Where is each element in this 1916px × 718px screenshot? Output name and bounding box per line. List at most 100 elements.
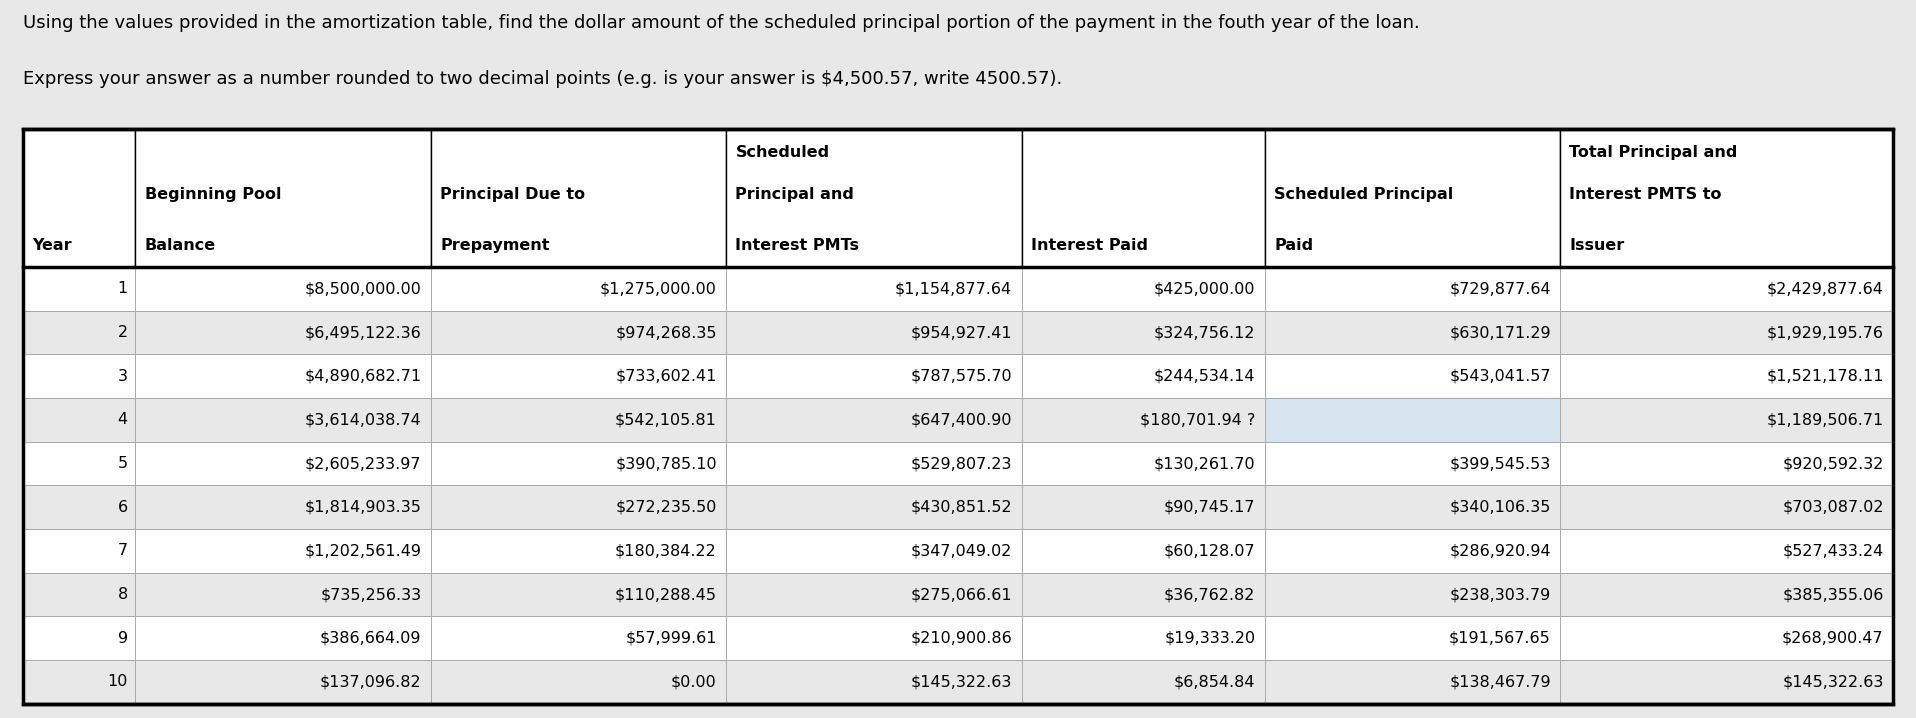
Text: $324,756.12: $324,756.12 [1153, 325, 1255, 340]
Bar [1265, 660, 1560, 704]
Bar [23, 442, 136, 485]
Bar [431, 442, 726, 485]
Text: 3: 3 [117, 369, 128, 383]
Bar [1560, 573, 1893, 616]
Bar [23, 573, 136, 616]
Text: $1,202,561.49: $1,202,561.49 [305, 544, 422, 559]
Bar [136, 398, 431, 442]
Bar [1021, 355, 1265, 398]
Text: $954,927.41: $954,927.41 [910, 325, 1012, 340]
Bar [726, 129, 1021, 267]
Bar [136, 355, 431, 398]
Bar [23, 129, 1893, 267]
Text: $138,467.79: $138,467.79 [1448, 674, 1550, 689]
Bar [136, 573, 431, 616]
Text: $4,890,682.71: $4,890,682.71 [305, 369, 422, 383]
Bar [1560, 442, 1893, 485]
Bar [23, 616, 136, 660]
Text: $425,000.00: $425,000.00 [1153, 281, 1255, 297]
Bar [726, 398, 1021, 442]
Text: $1,521,178.11: $1,521,178.11 [1767, 369, 1883, 383]
Bar [1021, 398, 1265, 442]
Bar [1560, 616, 1893, 660]
Bar [1265, 398, 1560, 442]
Text: $19,333.20: $19,333.20 [1165, 630, 1255, 645]
Text: $244,534.14: $244,534.14 [1153, 369, 1255, 383]
Bar [431, 311, 726, 355]
Text: 10: 10 [107, 674, 128, 689]
Bar [136, 267, 431, 311]
Bar [1560, 355, 1893, 398]
Text: $385,355.06: $385,355.06 [1782, 587, 1883, 602]
Text: $238,303.79: $238,303.79 [1450, 587, 1550, 602]
Text: 7: 7 [117, 544, 128, 559]
Text: $974,268.35: $974,268.35 [615, 325, 717, 340]
Bar [23, 660, 136, 704]
Text: $180,384.22: $180,384.22 [615, 544, 717, 559]
Bar [726, 660, 1021, 704]
Text: $1,154,877.64: $1,154,877.64 [895, 281, 1012, 297]
Text: $3,614,038.74: $3,614,038.74 [305, 412, 422, 427]
Text: Using the values provided in the amortization table, find the dollar amount of t: Using the values provided in the amortiz… [23, 14, 1420, 32]
Text: $703,087.02: $703,087.02 [1782, 500, 1883, 515]
Text: $272,235.50: $272,235.50 [615, 500, 717, 515]
Text: Express your answer as a number rounded to two decimal points (e.g. is your answ: Express your answer as a number rounded … [23, 70, 1061, 88]
Text: $1,814,903.35: $1,814,903.35 [305, 500, 422, 515]
Bar [1021, 442, 1265, 485]
Bar [1021, 311, 1265, 355]
Bar [726, 267, 1021, 311]
Bar [136, 660, 431, 704]
Bar [1021, 129, 1265, 267]
Text: $2,429,877.64: $2,429,877.64 [1767, 281, 1883, 297]
Text: Balance: Balance [144, 238, 217, 253]
Bar [1265, 573, 1560, 616]
Text: Interest PMTS to: Interest PMTS to [1569, 187, 1722, 202]
Text: 6: 6 [117, 500, 128, 515]
Bar [1560, 398, 1893, 442]
Bar [726, 616, 1021, 660]
Bar [431, 660, 726, 704]
Text: $399,545.53: $399,545.53 [1450, 456, 1550, 471]
Text: Prepayment: Prepayment [441, 238, 550, 253]
Text: $145,322.63: $145,322.63 [910, 674, 1012, 689]
Bar [1021, 485, 1265, 529]
Text: $729,877.64: $729,877.64 [1448, 281, 1550, 297]
Text: $210,900.86: $210,900.86 [910, 630, 1012, 645]
Bar [1560, 529, 1893, 573]
Text: Beginning Pool: Beginning Pool [144, 187, 282, 202]
Bar [1021, 267, 1265, 311]
Bar [1265, 129, 1560, 267]
Text: $6,854.84: $6,854.84 [1175, 674, 1255, 689]
Bar [1560, 660, 1893, 704]
Bar [23, 398, 136, 442]
Bar [1265, 355, 1560, 398]
Text: 5: 5 [117, 456, 128, 471]
Text: $110,288.45: $110,288.45 [615, 587, 717, 602]
Bar [726, 485, 1021, 529]
Text: Interest Paid: Interest Paid [1031, 238, 1148, 253]
Bar [431, 398, 726, 442]
Text: Paid: Paid [1274, 238, 1312, 253]
Text: Principal Due to: Principal Due to [441, 187, 584, 202]
Bar [1560, 129, 1893, 267]
Bar [431, 573, 726, 616]
Text: $57,999.61: $57,999.61 [625, 630, 717, 645]
Text: Scheduled Principal: Scheduled Principal [1274, 187, 1452, 202]
Bar [1265, 267, 1560, 311]
Text: $275,066.61: $275,066.61 [910, 587, 1012, 602]
Text: $543,041.57: $543,041.57 [1448, 369, 1550, 383]
Text: 9: 9 [117, 630, 128, 645]
Bar [23, 355, 136, 398]
Text: $340,106.35: $340,106.35 [1448, 500, 1550, 515]
Bar [1021, 573, 1265, 616]
Text: $137,096.82: $137,096.82 [320, 674, 422, 689]
Bar [23, 485, 136, 529]
Bar [136, 616, 431, 660]
Bar [136, 311, 431, 355]
Bar [1021, 616, 1265, 660]
Bar [1265, 529, 1560, 573]
Text: $630,171.29: $630,171.29 [1448, 325, 1550, 340]
Bar [23, 311, 136, 355]
Bar [1021, 529, 1265, 573]
Text: $347,049.02: $347,049.02 [910, 544, 1012, 559]
